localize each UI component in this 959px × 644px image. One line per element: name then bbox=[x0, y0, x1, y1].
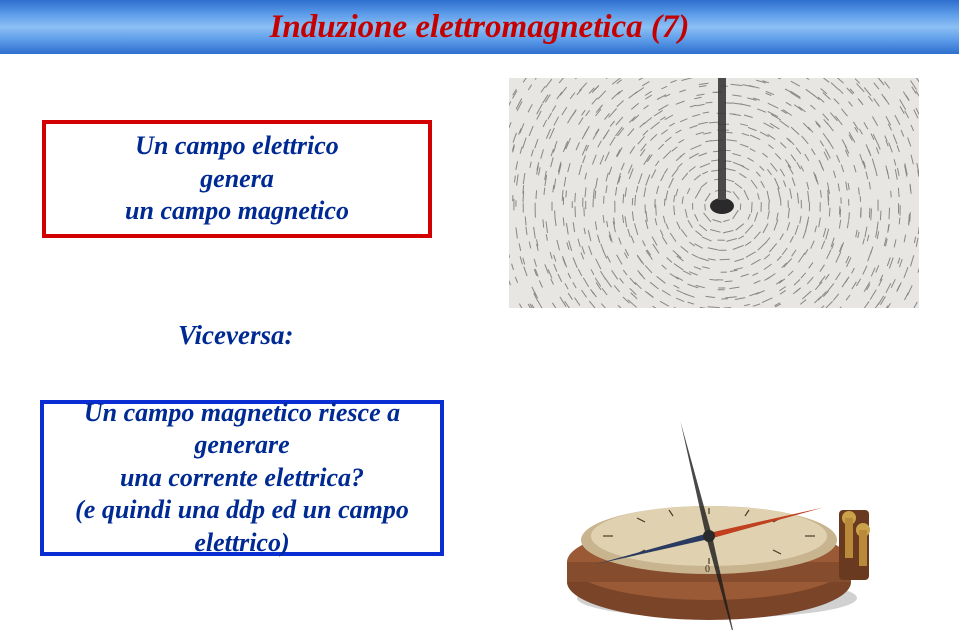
viceversa-label: Viceversa: bbox=[178, 320, 293, 351]
page-title: Induzione elettromagnetica (7) bbox=[270, 9, 690, 46]
title-bar: Induzione elettromagnetica (7) bbox=[0, 0, 959, 54]
box2-line2: una corrente elettrica? bbox=[120, 462, 364, 495]
box2-line3: (e quindi una ddp ed un campo elettrico) bbox=[44, 494, 440, 559]
box1-line2: genera bbox=[200, 163, 274, 196]
svg-text:0: 0 bbox=[705, 564, 710, 575]
box1-line3: un campo magnetico bbox=[125, 195, 349, 228]
iron-filings-image bbox=[509, 78, 919, 308]
question-box-2: Un campo magnetico riesce a generare una… bbox=[40, 400, 444, 556]
box2-line1: Un campo magnetico riesce a generare bbox=[44, 397, 440, 462]
box1-line1: Un campo elettrico bbox=[135, 130, 339, 163]
compass-galvanometer-image: 0 bbox=[539, 340, 899, 630]
statement-box-1: Un campo elettrico genera un campo magne… bbox=[42, 120, 432, 238]
